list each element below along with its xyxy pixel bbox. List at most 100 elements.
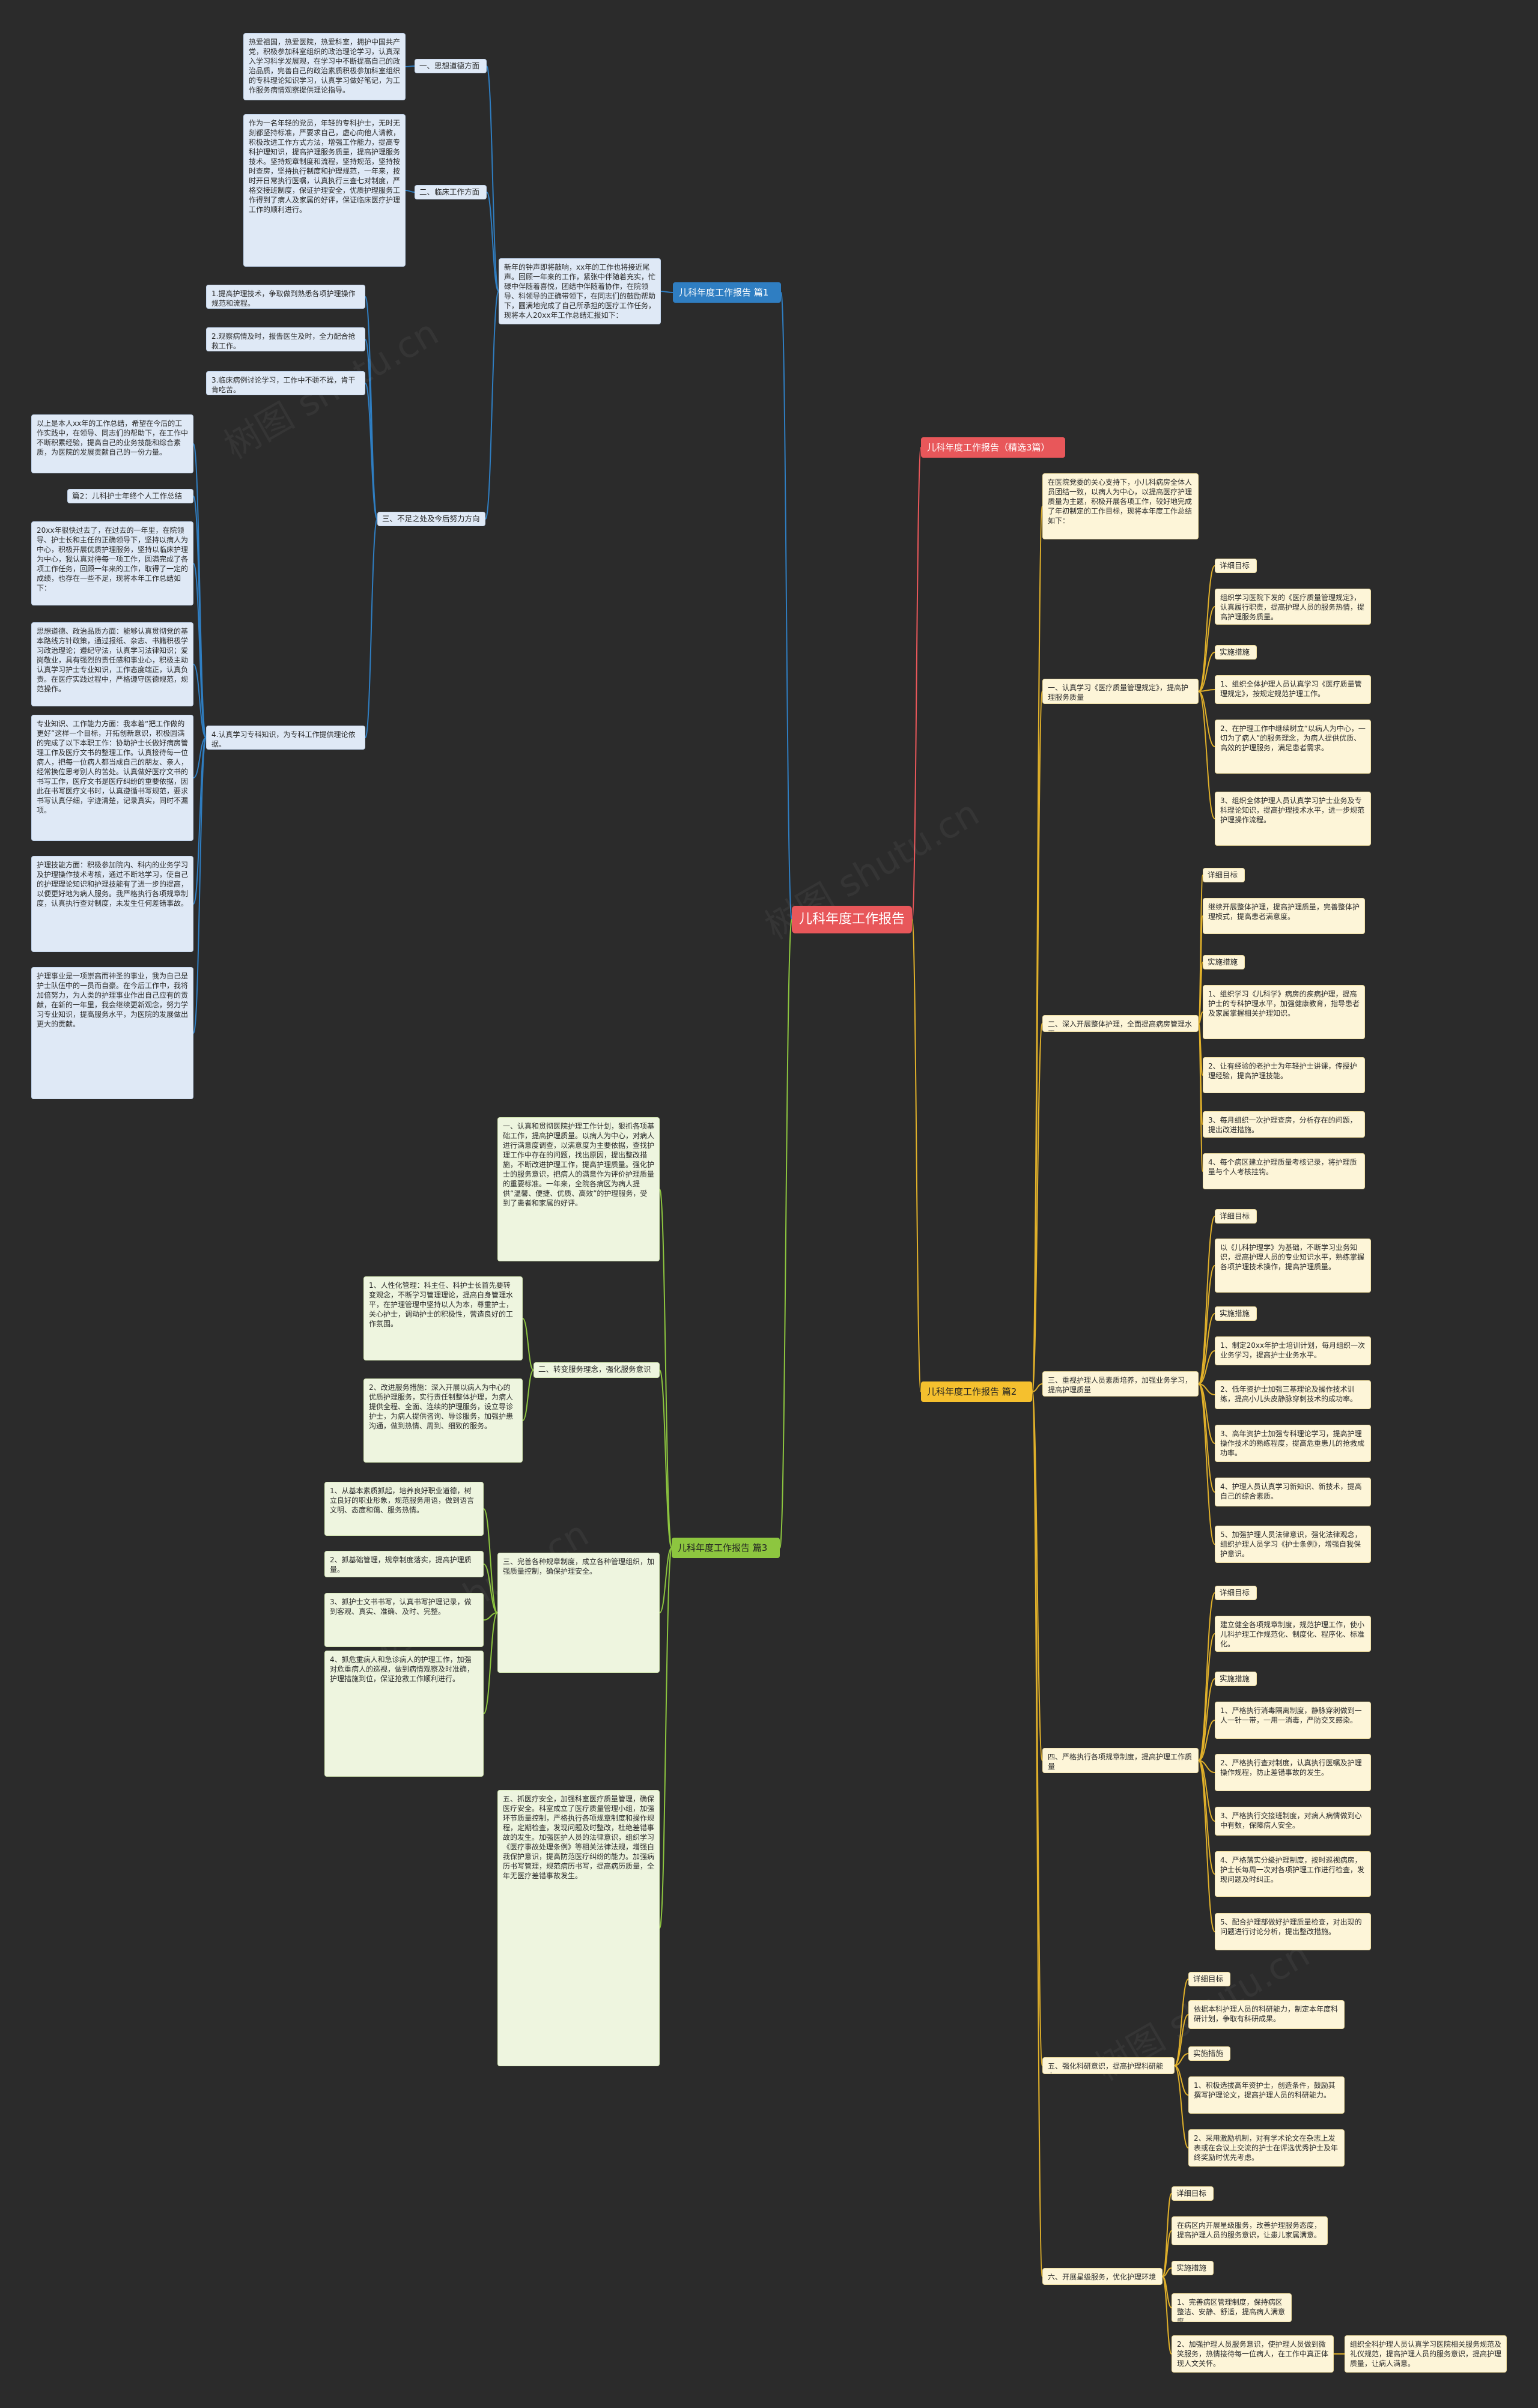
branch2-sec2-measure-label[interactable]: 实施措施 (1203, 955, 1245, 969)
branch3-sec3-item[interactable]: 2、抓基础管理，规章制度落实，提高护理质量。 (324, 1551, 484, 1577)
branch2-sec4-measure[interactable]: 1、严格执行消毒隔离制度，静脉穿刺做到一人一针一带，一用一消毒，严防交叉感染。 (1215, 1702, 1371, 1739)
branch2-sec6-target[interactable]: 在病区内开展星级服务，改善护理服务态度，提高护理人员的服务意识，让患儿家属满意。 (1172, 2216, 1328, 2245)
branch3-sec3-item[interactable]: 3、抓护士文书书写，认真书写护理记录，做到客观、真实、准确、及时、完整。 (324, 1593, 484, 1647)
branch2-sec4[interactable]: 四、严格执行各项规章制度，提高护理工作质量 (1042, 1748, 1199, 1773)
branch2-sec3-measure[interactable]: 5、加强护理人员法律意识，强化法律观念，组织护理人员学习《护士条例》，增强自我保… (1215, 1526, 1371, 1563)
branch1-sec3-item[interactable]: 1.提高护理技术，争取做到熟悉各项护理操作规范和流程。 (206, 285, 365, 309)
connector-line (1198, 1720, 1215, 1761)
branch2-sec3-target[interactable]: 以《儿科护理学》为基础，不断学习业务知识，提高护理人员的专业知识水平，熟练掌握各… (1215, 1239, 1371, 1293)
connector-line (1198, 1265, 1215, 1384)
branch2-sec4-target-label[interactable]: 详细目标 (1215, 1586, 1257, 1600)
branch2-sec2[interactable]: 二、深入开展整体护理，全面提高病房管理水平 (1042, 1015, 1199, 1032)
branch3-paragraph-1[interactable]: 一、认真和贯彻医院护理工作计划，狠抓各项基础工作，提高护理质量。以病人为中心，对… (497, 1117, 660, 1261)
connector-line (405, 190, 415, 193)
branch2-sec2-measure[interactable]: 3、每月组织一次护理查房，分析存在的问题，提出改进措施。 (1203, 1111, 1365, 1138)
branch2-sec3-measure[interactable]: 3、高年资护士加强专科理论学习，提高护理操作技术的熟练程度，提高危重患儿的抢救成… (1215, 1425, 1371, 1462)
root-topic[interactable]: 儿科年度工作报告 (792, 906, 912, 933)
branch3-sec2-item[interactable]: 2、改进服务措施：深入开展以病人为中心的优质护理服务，实行责任制整体护理，为病人… (363, 1378, 523, 1463)
branch2-sec1-measure[interactable]: 3、组织全体护理人员认真学习护士业务及专科理论知识，提高护理技术水平，进一步规范… (1215, 792, 1371, 846)
connector-line (193, 563, 207, 738)
branch2-sec3-measure[interactable]: 1、制定20xx年护士培训计划，每月组织一次业务学习，提高护士业务水平。 (1215, 1336, 1371, 1365)
branch1-sec3-label[interactable]: 三、不足之处及今后努力方向 (377, 512, 485, 526)
branch1-sec1-label[interactable]: 一、思想道德方面 (415, 59, 487, 73)
branch1-sub-paragraph[interactable]: 思想道德、政治品质方面：能够认真贯彻党的基本路线方针政策，通过报纸、杂志、书籍积… (31, 622, 193, 706)
branch2-sec2-measure[interactable]: 2、让有经验的老护士为年轻护士讲课，传授护理经验，提高护理技能。 (1203, 1057, 1365, 1093)
branch1-sub-paragraph[interactable]: 专业知识、工作能力方面：我本着“把工作做的更好”这样一个目标，开拓创新意识，积极… (31, 715, 193, 841)
branch2-sec6-target-label[interactable]: 详细目标 (1172, 2186, 1214, 2201)
branch3-sec3-item[interactable]: 4、抓危重病人和急诊病人的护理工作，加强对危重病人的巡视，做到病情观察及时准确，… (324, 1651, 484, 1777)
branch2-sec4-measure[interactable]: 5、配合护理部做好护理质量检查，对出现的问题进行讨论分析，提出整改措施。 (1215, 1913, 1371, 1950)
branch1-sub-paragraph[interactable]: 护理技能方面：积极参加院内、科内的业务学习及护理操作技术考核，通过不断地学习，使… (31, 856, 193, 952)
branch3-sec4[interactable]: 五、抓医疗安全，加强科室医疗质量管理，确保医疗安全。科室成立了医疗质量管理小组，… (497, 1790, 660, 2066)
branch1-intro[interactable]: 新年的钟声即将敲响，xx年的工作也将接近尾声。回顾一年来的工作，紧张中伴随着充实… (499, 258, 661, 324)
branch1-sub-title[interactable]: 篇2：儿科护士年终个人工作总结 (67, 489, 193, 503)
branch1-sec2-label[interactable]: 二、临床工作方面 (415, 185, 487, 199)
branch2-sec5[interactable]: 五、强化科研意识，提高护理科研能力 (1042, 2057, 1175, 2074)
branch2-sec6-measure[interactable]: 1、完善病区管理制度，保持病区整洁、安静、舒适，提高病人满意度。 (1172, 2293, 1292, 2322)
branch1-sec2-text[interactable]: 作为一名年轻的党员，年轻的专科护士，无时无刻都坚持标准，严要求自己，虚心向他人请… (243, 114, 406, 267)
connector-line (1174, 2065, 1189, 2149)
branch2-sec1-measure[interactable]: 2、在护理工作中继续树立“以病人为中心，一切为了病人”的服务理念，为病人提供优质… (1215, 720, 1371, 774)
branch2-sec2-measure[interactable]: 4、每个病区建立护理质量考核记录，将护理质量与个人考核挂钩。 (1203, 1153, 1365, 1189)
branch2-sec1[interactable]: 一、认真学习《医疗质量管理规定》，提高护理服务质量 (1042, 679, 1199, 704)
branch-topic-2[interactable]: 儿科年度工作报告 篇2 (921, 1381, 1032, 1402)
connector-line (1032, 1391, 1043, 2066)
branch2-sec5-target[interactable]: 依据本科护理人员的科研能力，制定本年度科研计划，争取有科研成果。 (1188, 2000, 1345, 2029)
branch1-sec3-item[interactable]: 2.观察病情及时，报告医生及时，全力配合抢救工作。 (206, 327, 365, 351)
branch2-sec3-target-label[interactable]: 详细目标 (1215, 1209, 1257, 1224)
branch2-sec2-target[interactable]: 继续开展整体护理，提高护理质量，完善整体护理模式，提高患者满意度。 (1203, 898, 1365, 934)
branch2-sec6-measure[interactable]: 2、加强护理人员服务意识，使护理人员做到微笑服务，热情接待每一位病人，在工作中真… (1172, 2335, 1334, 2373)
branch2-sec2-measure[interactable]: 1、组织学习《儿科学》病房的疾病护理，提高护士的专科护理水平，加强健康教育，指导… (1203, 985, 1365, 1039)
branch1-sec3-item[interactable]: 3.临床病例讨论学习，工作中不骄不躁，肯干肯吃苦。 (206, 371, 365, 395)
connector-line (1198, 1592, 1215, 1761)
branch3-sec3[interactable]: 三、完善各种规章制度，成立各种管理组织，加强质量控制，确保护理安全。 (497, 1553, 660, 1673)
branch2-sec2-target-label[interactable]: 详细目标 (1203, 868, 1245, 882)
branch2-sec6[interactable]: 六、开展星级服务，优化护理环境 (1042, 2268, 1163, 2285)
branch2-sec5-measure[interactable]: 2、采用激励机制，对有学术论文在杂志上发表或在会议上交流的护士在评选优秀护士及年… (1188, 2129, 1345, 2167)
branch2-sec3-measure[interactable]: 2、低年资护士加强三基理论及操作技术训练，提高小儿头皮静脉穿刺技术的成功率。 (1215, 1380, 1371, 1409)
connector-line (485, 291, 499, 520)
branch1-sub-paragraph[interactable]: 护理事业是一项崇高而神圣的事业，我为自己是护士队伍中的一员而自豪。在今后工作中，… (31, 967, 193, 1099)
branch2-sec3-measure-label[interactable]: 实施措施 (1215, 1306, 1257, 1321)
branch3-sec2[interactable]: 二、转变服务理念，强化服务意识 (533, 1362, 660, 1378)
branch2-sec6-extra[interactable]: 组织全科护理人员认真学习医院相关服务规范及礼仪规范，提高护理人员的服务意识，提高… (1345, 2335, 1507, 2373)
branch2-sec5-measure-label[interactable]: 实施措施 (1188, 2046, 1230, 2061)
branch2-sec1-measure-label[interactable]: 实施措施 (1215, 645, 1257, 660)
branch3-sec3-item[interactable]: 1、从基本素质抓起，培养良好职业道德，树立良好的职业形象，规范服务用语，做到语言… (324, 1482, 484, 1536)
connector-line (1162, 2193, 1172, 2277)
branch2-sec1-target[interactable]: 组织学习医院下发的《医疗质量管理规定》，认真履行职责，提高护理人员的服务热情，提… (1215, 589, 1371, 625)
connector-line (365, 383, 378, 520)
branch1-sec1-text[interactable]: 热爱祖国，热爱医院，热爱科室，拥护中国共产党，积极参加科室组织的政治理论学习，认… (243, 33, 406, 100)
branch2-sec3-measure[interactable]: 4、护理人员认真学习新知识、新技术，提高自己的综合素质。 (1215, 1478, 1371, 1506)
branch2-sec5-measure[interactable]: 1、积极选拔高年资护士，创造条件，鼓励其撰写护理论文，提高护理人员的科研能力。 (1188, 2076, 1345, 2114)
branch-topic-4[interactable]: 儿科年度工作报告（精选3篇） (921, 437, 1065, 458)
branch-topic-1[interactable]: 儿科年度工作报告 篇1 (673, 282, 781, 303)
branch2-sec1-measure[interactable]: 1、组织全体护理人员认真学习《医疗质量管理规定》，按规定规范护理工作。 (1215, 675, 1371, 704)
connector-line (1032, 691, 1043, 1392)
connector-line (780, 292, 792, 920)
connector-line (1162, 2276, 1172, 2355)
connector-line (659, 1189, 672, 1548)
branch2-sec4-measure-label[interactable]: 实施措施 (1215, 1672, 1257, 1686)
branch2-sec4-measure[interactable]: 4、严格落实分级护理制度，按时巡视病房，护士长每周一次对各项护理工作进行检查，发… (1215, 1851, 1371, 1897)
branch2-sec3[interactable]: 三、重视护理人员素质培养，加强业务学习，提高护理质量 (1042, 1371, 1199, 1397)
connector-line (1198, 962, 1203, 1024)
branch2-sec4-measure[interactable]: 2、严格执行查对制度，认真执行医嘱及护理操作规程，防止差错事故的发生。 (1215, 1754, 1371, 1791)
branch1-sub-paragraph[interactable]: 20xx年很快过去了，在过去的一年里，在院领导、护士长和主任的正确领导下，坚持以… (31, 521, 193, 605)
branch-topic-3[interactable]: 儿科年度工作报告 篇3 (672, 1538, 780, 1558)
branch2-sec1-target-label[interactable]: 详细目标 (1215, 559, 1257, 573)
branch2-sec5-target-label[interactable]: 详细目标 (1188, 1972, 1230, 1986)
connector-line (659, 1547, 672, 1613)
branch2-sec4-measure[interactable]: 3、严格执行交接班制度，对病人病情做到心中有数，保障病人安全。 (1215, 1807, 1371, 1836)
connector-line (1198, 1760, 1215, 1932)
connector-line (1198, 1023, 1203, 1172)
branch1-sec3-item[interactable]: 4.认真学习专科知识，为专科工作提供理论依据。 (206, 726, 365, 750)
branch1-summary[interactable]: 以上是本人xx年的工作总结，希望在今后的工作实践中，在领导、同志们的帮助下，在工… (31, 414, 193, 473)
connector-line (365, 518, 378, 738)
branch2-intro[interactable]: 在医院党委的关心支持下，小儿科病房全体人员团结一致，以病人为中心，以提高医疗护理… (1042, 473, 1199, 539)
connector-line (1032, 1023, 1043, 1392)
branch2-sec4-target[interactable]: 建立健全各项规章制度，规范护理工作，使小儿科护理工作规范化、制度化、程序化、标准… (1215, 1616, 1371, 1652)
branch3-sec2-item[interactable]: 1、人性化管理：科主任、科护士长首先要转变观念，不断学习管理理论，提高自身管理水… (363, 1276, 523, 1360)
branch2-sec6-measure-label[interactable]: 实施措施 (1172, 2261, 1214, 2275)
connector-line (483, 1612, 498, 1621)
